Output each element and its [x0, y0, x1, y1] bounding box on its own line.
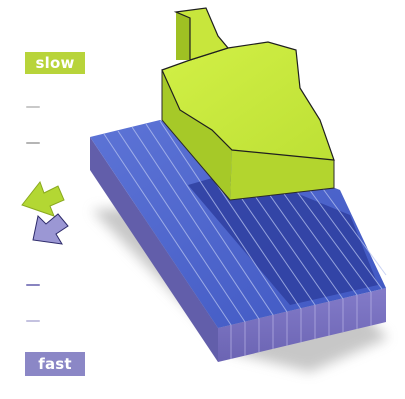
- slab-front-face: [218, 288, 386, 362]
- scale-tick: [26, 284, 40, 286]
- fast-label: fast: [25, 352, 85, 376]
- green-up-left-arrow-icon: [21, 180, 65, 217]
- slow-label: slow: [25, 52, 85, 74]
- scale-tick: [26, 320, 40, 322]
- front-stripes: [230, 292, 372, 359]
- purple-down-left-arrow-icon: [32, 213, 69, 245]
- tower-front: [173, 7, 230, 61]
- scale-tick: [26, 106, 40, 108]
- scale-tick: [26, 142, 40, 144]
- block-front-face: [230, 150, 334, 200]
- slab-left-face: [90, 137, 218, 362]
- block-edge-outline: [161, 70, 335, 201]
- slab-channel: [188, 170, 378, 305]
- tower-side: [176, 12, 190, 60]
